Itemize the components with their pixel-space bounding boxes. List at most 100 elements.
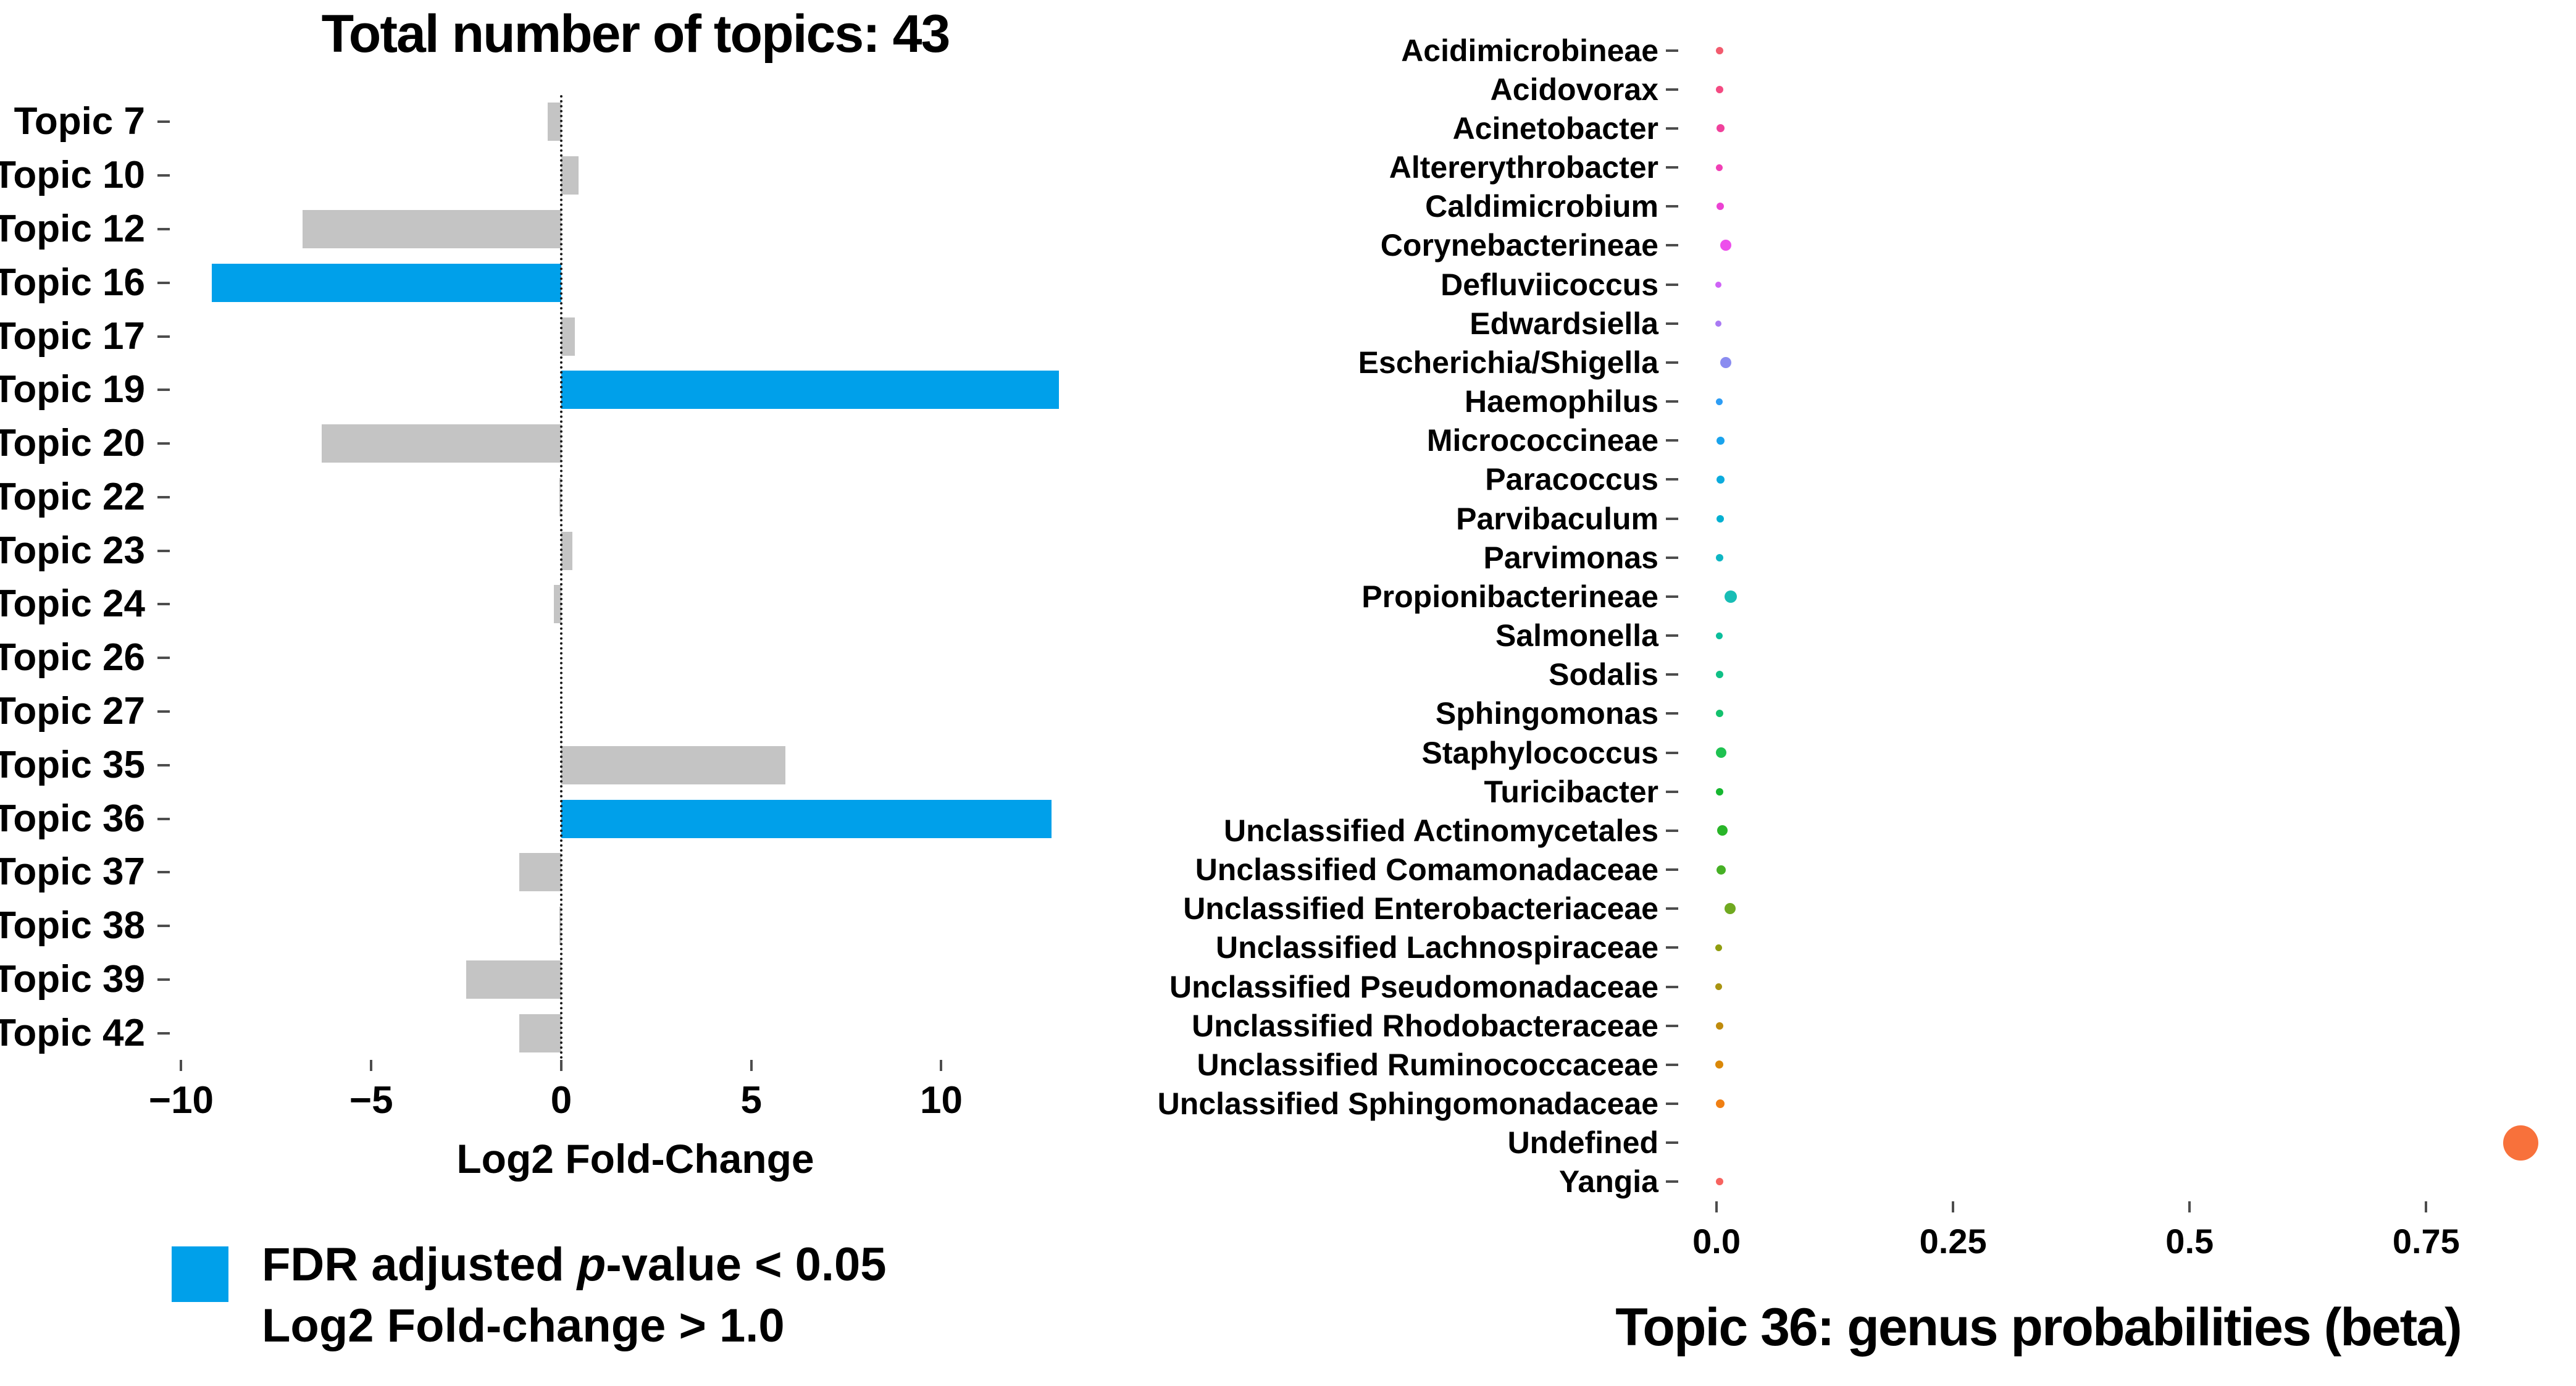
dot-parvibaculum <box>1717 514 1725 523</box>
gridline-vertical <box>655 95 658 1060</box>
y-axis-tick <box>1666 478 1678 481</box>
y-tick-label: Paracoccus <box>1485 462 1658 497</box>
y-axis-tick <box>157 763 170 766</box>
dot-acidimicrobineae <box>1715 46 1723 54</box>
dot-unclassified-actinomycetales <box>1717 825 1728 836</box>
y-tick-label: Topic 23 <box>0 529 145 572</box>
gridline-horizontal <box>1678 634 2562 637</box>
y-axis-tick <box>1666 1180 1678 1183</box>
y-tick-label: Parvimonas <box>1483 540 1658 575</box>
dot-unclassified-lachnospiraceae <box>1715 944 1722 951</box>
left-chart-title: Total number of topics: 43 <box>321 4 951 64</box>
y-axis-tick <box>157 657 170 660</box>
gridline-horizontal <box>1678 556 2562 559</box>
y-tick-label: Unclassified Rhodobacteraceae <box>1192 1008 1658 1043</box>
x-axis-tick <box>940 1060 943 1071</box>
y-tick-label: Topic 39 <box>0 957 145 1001</box>
y-tick-label: Topic 12 <box>0 207 145 250</box>
y-axis-tick <box>1666 400 1678 403</box>
dot-salmonella <box>1716 632 1723 639</box>
y-axis-tick <box>1666 1102 1678 1106</box>
y-tick-label: Sodalis <box>1549 657 1658 692</box>
dot-sphingomonas <box>1715 710 1723 718</box>
gridline-horizontal <box>170 871 1101 873</box>
y-axis-tick <box>157 281 170 284</box>
y-axis-tick <box>1666 1063 1678 1066</box>
y-tick-label: Topic 37 <box>0 850 145 894</box>
gridline-horizontal <box>1678 518 2562 520</box>
gridline-horizontal <box>170 335 1101 337</box>
gridline-horizontal <box>1678 1025 2562 1027</box>
y-axis-tick <box>157 1031 170 1035</box>
gridline-horizontal <box>170 496 1101 498</box>
y-tick-label: Edwardsiella <box>1470 306 1658 341</box>
y-tick-label: Topic 26 <box>0 636 145 679</box>
dot-unclassified-ruminococcaceae <box>1715 1060 1724 1069</box>
dot-acinetobacter <box>1716 124 1725 133</box>
y-axis-tick <box>157 120 170 124</box>
y-axis-tick <box>1666 1141 1678 1144</box>
x-tick-label: 0.5 <box>2165 1222 2214 1261</box>
y-axis-tick <box>157 925 170 928</box>
gridline-horizontal <box>1678 791 2562 793</box>
y-axis-tick <box>157 603 170 606</box>
gridline-horizontal <box>1678 88 2562 91</box>
y-axis-tick <box>1666 868 1678 872</box>
y-tick-label: Haemophilus <box>1465 384 1658 419</box>
gridline-vertical-major <box>1952 31 1955 1201</box>
gridline-vertical <box>180 95 182 1060</box>
gridline-vertical <box>1035 95 1037 1060</box>
y-axis-tick <box>1666 322 1678 325</box>
x-axis-tick <box>1715 1201 1718 1212</box>
gridline-horizontal <box>1678 284 2562 286</box>
gridline-horizontal <box>1678 1180 2562 1183</box>
y-tick-label: Topic 20 <box>0 422 145 465</box>
y-axis-tick <box>1666 829 1678 832</box>
gridline-horizontal <box>1678 946 2562 949</box>
y-axis-tick <box>1666 907 1678 910</box>
bar-topic-42 <box>519 1014 561 1052</box>
bar-topic-24 <box>553 585 561 624</box>
bar-topic-7 <box>548 103 561 141</box>
x-tick-label: 0 <box>550 1079 572 1122</box>
dot-caldimicrobium <box>1717 203 1725 211</box>
dot-sodalis <box>1715 671 1723 679</box>
y-tick-label: Topic 10 <box>0 154 145 197</box>
x-axis-tick <box>2425 1201 2428 1212</box>
y-tick-label: Topic 42 <box>0 1011 145 1054</box>
y-axis-tick <box>1666 361 1678 364</box>
y-axis-tick <box>157 174 170 177</box>
y-tick-label: Topic 19 <box>0 368 145 411</box>
gridline-vertical <box>275 95 277 1060</box>
x-tick-label: 0.75 <box>2392 1222 2460 1261</box>
y-axis-tick <box>1666 244 1678 247</box>
bar-topic-20 <box>322 424 561 463</box>
x-axis-tick <box>750 1060 753 1071</box>
gridline-horizontal <box>1678 361 2562 364</box>
zero-reference-line <box>559 95 562 1060</box>
gridline-horizontal <box>1678 868 2562 871</box>
dot-paracoccus <box>1716 475 1725 484</box>
x-tick-label: 10 <box>920 1079 963 1122</box>
y-tick-label: Topic 16 <box>0 261 145 304</box>
y-axis-tick <box>1666 283 1678 286</box>
y-tick-label: Undefined <box>1507 1125 1658 1161</box>
gridline-horizontal <box>170 228 1101 230</box>
y-tick-label: Unclassified Enterobacteriaceae <box>1183 891 1658 926</box>
gridline-vertical-minor <box>1834 31 1836 1201</box>
gridline-horizontal <box>170 925 1101 927</box>
gridline-vertical <box>750 95 753 1060</box>
y-tick-label: Acidimicrobineae <box>1401 33 1658 68</box>
y-axis-tick <box>157 978 170 981</box>
gridline-vertical-major <box>2425 31 2428 1201</box>
x-axis-tick <box>370 1060 373 1071</box>
x-axis-tick <box>2188 1201 2191 1212</box>
y-tick-label: Unclassified Lachnospiraceae <box>1216 930 1658 965</box>
gridline-vertical <box>940 95 942 1060</box>
gridline-horizontal <box>1678 1064 2562 1066</box>
y-axis-tick <box>1666 985 1678 988</box>
bar-topic-23 <box>561 531 573 570</box>
legend-line-2: Log2 Fold-change > 1.0 <box>262 1300 785 1352</box>
x-axis-tick <box>559 1060 562 1071</box>
y-axis-tick <box>1666 88 1678 91</box>
